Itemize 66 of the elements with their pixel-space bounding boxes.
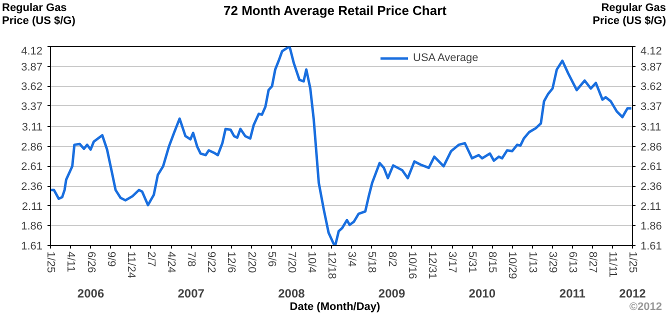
x-tick-label: 5/31: [466, 252, 478, 273]
text: 2008: [278, 286, 306, 300]
y-tick-label: 2.61: [21, 161, 43, 174]
y2-tick-label: 1.61: [640, 240, 662, 252]
text: ©2012: [629, 301, 662, 314]
x-tick-label: 9/9: [104, 252, 117, 267]
y2-tick-label: 2.61: [640, 161, 662, 174]
y-axis-title: Regular Gas Price (US $/G): [2, 2, 76, 28]
x-tick-label: 8/15: [486, 252, 498, 273]
y2-tick-label: 4.12: [640, 46, 662, 58]
x-tick-label: 3/17: [446, 252, 458, 273]
x-tick-label: 12/18: [326, 252, 338, 280]
x-tick-label: 2/20: [245, 252, 258, 273]
y2-tick-label: 2.36: [640, 181, 662, 194]
y2-tick-label: 1.86: [640, 220, 662, 233]
y-tick-label: 4.12: [21, 46, 43, 58]
y-tick-label: 3.87: [21, 61, 43, 74]
y2-tick-label: 2.86: [640, 141, 662, 154]
x-tick-label: 12/6: [225, 252, 238, 273]
x-tick-label: 10/4: [306, 252, 318, 273]
x-tick-label: 10/16: [406, 252, 418, 280]
x-tick-label: 1/25: [44, 252, 56, 273]
x-tick-label: 2/7: [144, 252, 157, 267]
x-tick-label: 9/22: [205, 252, 218, 273]
x-tick-label: 7/20: [285, 252, 298, 273]
text: 2009: [378, 286, 406, 300]
x-tick-label: 1/25: [626, 252, 638, 273]
text: 2011: [559, 286, 586, 300]
text: 2006: [77, 286, 104, 300]
line-series: [50, 46, 632, 246]
x-tick-label: 11/24: [124, 252, 137, 278]
x-tick-label: 7/8: [185, 252, 198, 267]
y2-tick-label: 3.37: [640, 100, 662, 113]
y-tick-label: 1.86: [21, 220, 43, 233]
x-tick-label: 5/6: [266, 252, 278, 267]
x-tick-label: 4/24: [165, 252, 178, 273]
y-tick-label: 2.11: [22, 200, 42, 213]
x-tick-label: 3/4: [346, 252, 358, 267]
x-tick-label: 6/13: [566, 252, 578, 273]
x-tick-label: 5/18: [366, 252, 378, 273]
y-tick-label: 2.36: [21, 181, 43, 194]
y2-tick-label: 3.62: [640, 81, 662, 94]
x-tick-label: 4/11: [64, 252, 77, 272]
x-axis-title: Date (Month/Day): [290, 301, 380, 313]
text: 2010: [468, 286, 496, 300]
x-tick-label: 3/29: [546, 252, 558, 273]
y-tick-label: 2.86: [21, 141, 43, 154]
y-tick-label: 1.61: [21, 240, 43, 252]
text: 2012: [619, 286, 646, 300]
x-tick-label: 10/29: [506, 252, 518, 280]
y2-tick-label: 3.11: [640, 122, 662, 134]
y2-tick-label: 3.87: [640, 61, 662, 74]
legend-label: USA Average: [413, 52, 478, 64]
x-tick-label: 8/2: [386, 252, 398, 267]
y2-tick-label: 2.11: [640, 200, 662, 213]
y-tick-label: 3.62: [21, 81, 43, 94]
x-tick-label: 6/26: [84, 252, 97, 273]
y-tick-label: 3.11: [22, 122, 42, 134]
x-tick-label: 11/11: [606, 252, 619, 278]
chart-title: 72 Month Average Retail Price Chart: [224, 3, 446, 18]
x-tick-label: 1/13: [526, 252, 538, 273]
y-tick-label: 3.37: [21, 100, 43, 113]
x-tick-label: 12/31: [426, 252, 438, 280]
y2-axis-title: Regular Gas Price (US $/G): [592, 2, 666, 28]
x-tick-label: 8/27: [586, 252, 598, 273]
text: 2007: [178, 286, 205, 300]
